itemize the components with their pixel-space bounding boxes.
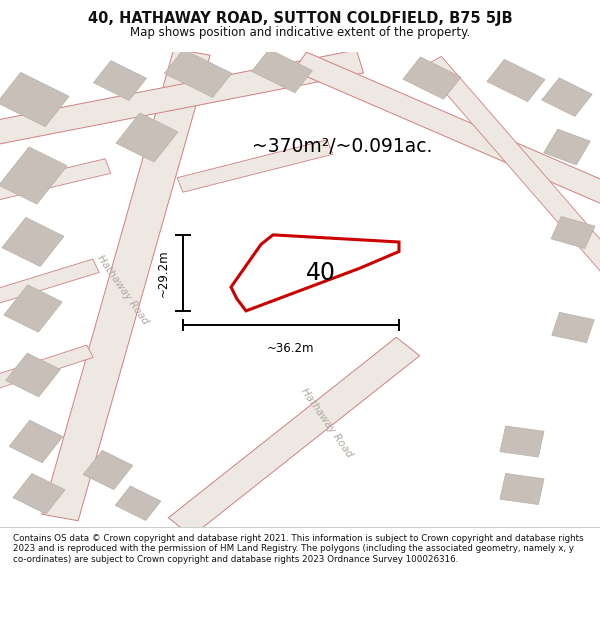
Polygon shape (83, 451, 133, 489)
Text: 40: 40 (306, 261, 336, 285)
Polygon shape (500, 474, 544, 504)
Text: Map shows position and indicative extent of the property.: Map shows position and indicative extent… (130, 26, 470, 39)
Polygon shape (403, 57, 461, 99)
Polygon shape (2, 217, 64, 266)
Polygon shape (13, 474, 65, 514)
Polygon shape (94, 61, 146, 101)
Text: 40, HATHAWAY ROAD, SUTTON COLDFIELD, B75 5JB: 40, HATHAWAY ROAD, SUTTON COLDFIELD, B75… (88, 11, 512, 26)
Polygon shape (116, 113, 178, 162)
Polygon shape (552, 312, 594, 342)
Polygon shape (544, 129, 590, 165)
Text: ~370m²/~0.091ac.: ~370m²/~0.091ac. (252, 138, 432, 156)
Text: ~29.2m: ~29.2m (157, 249, 170, 297)
Polygon shape (9, 420, 63, 462)
Polygon shape (487, 59, 545, 102)
Polygon shape (177, 140, 333, 192)
Text: Contains OS data © Crown copyright and database right 2021. This information is : Contains OS data © Crown copyright and d… (13, 534, 584, 564)
Text: Hathaway Road: Hathaway Road (95, 253, 151, 326)
Text: Hathaway Road: Hathaway Road (299, 386, 355, 459)
Polygon shape (500, 426, 544, 457)
Polygon shape (0, 147, 67, 204)
Polygon shape (4, 285, 62, 332)
Polygon shape (115, 486, 161, 521)
Polygon shape (0, 159, 111, 202)
Polygon shape (0, 50, 364, 149)
Polygon shape (42, 49, 210, 521)
Polygon shape (169, 338, 419, 536)
Polygon shape (0, 345, 93, 391)
Polygon shape (231, 235, 399, 311)
Polygon shape (5, 353, 61, 397)
Polygon shape (542, 78, 592, 116)
Polygon shape (251, 49, 313, 92)
Text: ~36.2m: ~36.2m (267, 342, 315, 355)
Polygon shape (164, 49, 232, 98)
Polygon shape (293, 52, 600, 213)
Polygon shape (422, 56, 600, 294)
Polygon shape (0, 259, 99, 306)
Polygon shape (0, 72, 69, 126)
Polygon shape (551, 216, 595, 249)
